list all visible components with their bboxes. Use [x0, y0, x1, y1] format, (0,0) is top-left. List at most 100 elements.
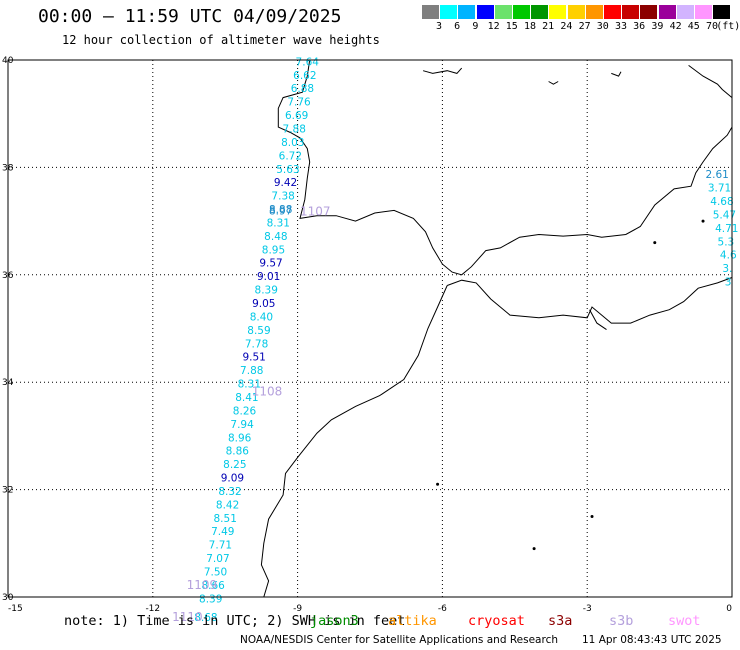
wave-height-label: 7.88 [283, 123, 306, 135]
lon-tick-label: -12 [145, 604, 160, 614]
island-mark [436, 482, 440, 486]
wave-height-label: 7.38 [271, 191, 294, 203]
wave-height-label: 4.71 [715, 223, 738, 235]
wave-height-label: 7.07 [206, 553, 229, 565]
coastline-segment [277, 59, 733, 276]
colorbar-swatch [513, 5, 530, 19]
credit-timestamp: 11 Apr 08:43:43 UTC 2025 [582, 634, 722, 646]
colorbar-label: 42 [669, 21, 682, 32]
coastline-segment [589, 309, 607, 331]
wave-height-label: 8.40 [250, 311, 273, 323]
lon-tick-label: -9 [293, 604, 302, 614]
wave-height-label: 8.88 [269, 204, 292, 216]
satellite-legend-s3a: s3a [548, 613, 573, 629]
lon-tick-label: -6 [438, 604, 447, 614]
wave-height-label: 5.3 [718, 236, 735, 248]
wave-height-label: 8.39 [199, 593, 222, 605]
satellite-legend-swot: swot [668, 613, 701, 629]
colorbar-label: 27 [578, 21, 591, 32]
wave-height-label: 8.32 [218, 486, 241, 498]
colorbar-label: 12 [487, 21, 500, 32]
footnote: note: 1) Time is in UTC; 2) SWH is in fe… [64, 613, 406, 629]
coastline [260, 59, 733, 598]
page-subtitle: 12 hour collection of altimeter wave hei… [62, 33, 380, 47]
wave-height-label: 8.41 [235, 392, 258, 404]
pass-time-label: 1109 [187, 578, 218, 592]
wave-height-label: 6.69 [285, 110, 308, 122]
wave-height-label: 9.42 [274, 177, 297, 189]
wave-height-label: 8.68 [194, 612, 217, 624]
wave-height-label: 8.97 [269, 206, 292, 218]
colorbar-swatch [604, 5, 621, 19]
lat-tick-label: 30 [2, 593, 14, 603]
colorbar-swatch [585, 5, 603, 19]
satellite-legend-altika: altika [388, 613, 437, 629]
coastline-segment [422, 67, 463, 74]
wave-height-label: 7.88 [240, 365, 263, 377]
satellite-legend-s3b: s3b [609, 613, 634, 629]
wave-height-label: 6.88 [291, 83, 314, 95]
pass-time-label: 1110 [172, 610, 203, 624]
island-mark [532, 547, 536, 551]
colorbar-swatch [531, 5, 549, 19]
colorbar-label: 39 [651, 21, 664, 32]
wave-height-label: 8.31 [238, 379, 261, 391]
wave-height-label: 7.71 [209, 540, 232, 552]
colorbar-label: 9 [472, 21, 479, 32]
wave-height-label: 3 [725, 277, 732, 289]
wave-height-label: 9.09 [221, 473, 244, 485]
coastline-segment [548, 81, 559, 85]
colorbar-label: 30 [596, 21, 609, 32]
colorbar-swatch [440, 5, 458, 19]
colorbar-swatch [622, 5, 640, 19]
island-mark [590, 514, 594, 518]
colorbar-swatch [676, 5, 694, 19]
colorbar-swatch [695, 5, 712, 19]
wave-height-observations: 7.646.626.887.766.697.888.036.725.639.42… [172, 56, 738, 624]
wave-height-label: 7.49 [211, 526, 234, 538]
wave-height-label: 7.64 [296, 56, 320, 68]
wave-height-label: 8.03 [281, 137, 304, 149]
wave-height-label: 9.57 [259, 258, 282, 270]
wave-height-label: 8.39 [255, 285, 278, 297]
credit-org: NOAA/NESDIS Center for Satellite Applica… [240, 634, 558, 646]
map-grid [8, 60, 732, 597]
satellite-legend-cryosat: cryosat [468, 613, 525, 629]
wave-height-label: 8.31 [267, 217, 290, 229]
lon-tick-label: -3 [583, 604, 592, 614]
wave-height-label: 9.51 [242, 352, 265, 364]
wave-height-label: 8.59 [247, 325, 270, 337]
coastline-segment [611, 71, 622, 77]
wave-height-label: 7.50 [204, 567, 227, 579]
wave-height-label: 2.61 [705, 169, 728, 181]
lon-tick-label: 0 [726, 604, 732, 614]
colorbar-label: 70 [705, 21, 719, 32]
colorbar-swatch [476, 5, 494, 19]
wave-height-label: 8.96 [228, 432, 252, 444]
map-frame [7, 59, 733, 598]
wave-height-label: 7.94 [230, 419, 254, 431]
coastline-segment [447, 277, 733, 324]
pass-time-label: 1108 [252, 385, 283, 399]
satellite-legend-jason3: jason3 [310, 613, 359, 629]
colorbar-label: 24 [560, 21, 573, 32]
wave-height-label: 8.51 [214, 513, 237, 525]
wave-height-label: 8.26 [233, 405, 257, 417]
wave-height-label: 4.68 [710, 196, 733, 208]
wave-height-label: 4.6 [720, 250, 737, 262]
wave-height-label: 6.72 [279, 150, 302, 162]
colorbar-label: 6 [454, 21, 461, 32]
wave-height-label: 8.42 [216, 499, 239, 511]
colorbar-label: 36 [633, 21, 646, 32]
colorbar-swatch [640, 5, 658, 19]
colorbar-label: 18 [523, 21, 537, 32]
island-mark [653, 241, 657, 245]
wave-height-label: 8.66 [201, 580, 225, 592]
colorbar-swatch [422, 5, 439, 19]
wave-height-label: 5.47 [713, 209, 736, 221]
wave-height-label: 8.95 [262, 244, 285, 256]
wave-height-label: 9.05 [252, 298, 275, 310]
wave-height-label: 7.76 [287, 97, 311, 109]
colorbar-swatch [549, 5, 567, 19]
